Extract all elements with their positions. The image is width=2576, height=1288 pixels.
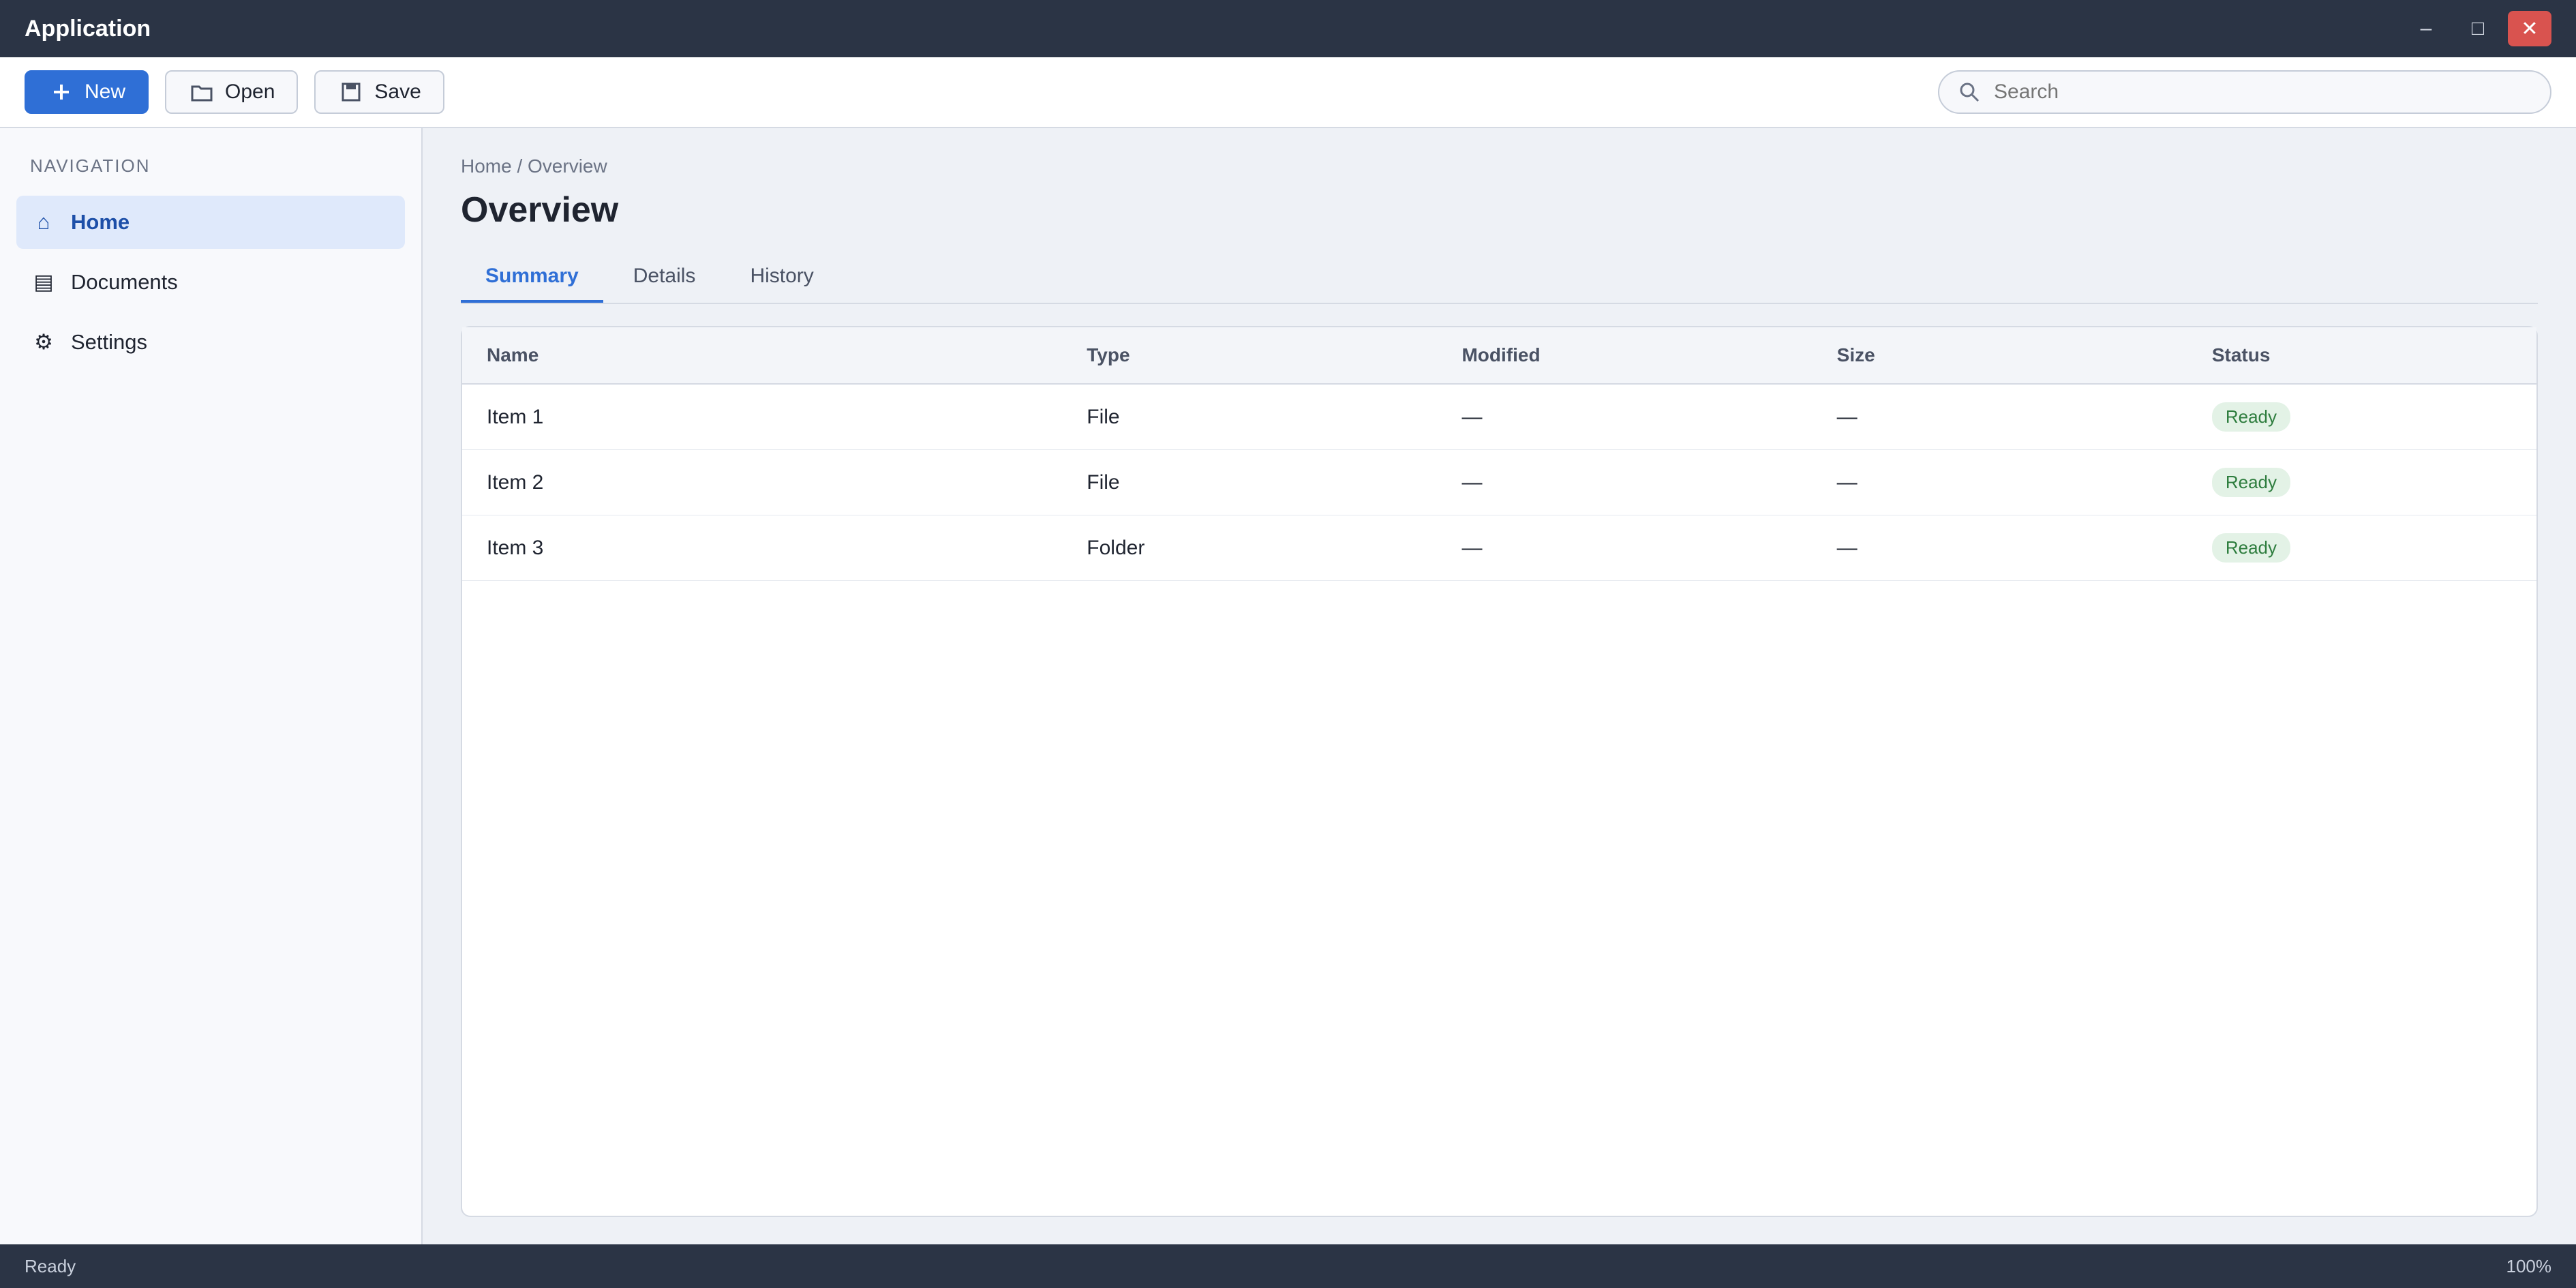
status-badge: Ready bbox=[2211, 533, 2290, 563]
close-button[interactable]: ✕ bbox=[2508, 11, 2551, 46]
breadcrumb[interactable]: Home / Overview bbox=[461, 155, 607, 177]
cell-modified: — bbox=[1461, 536, 1483, 559]
page-title: Overview bbox=[461, 190, 619, 230]
table-header: Name Type Modified Size Status bbox=[462, 327, 2536, 385]
save-icon bbox=[337, 78, 365, 106]
gear-icon: ⚙ bbox=[34, 330, 53, 354]
sidebar-item-documents[interactable]: ▤ Documents bbox=[16, 256, 405, 309]
status-badge: Ready bbox=[2211, 402, 2290, 432]
cell-size: — bbox=[1836, 405, 1858, 428]
tab-bar: Summary Details History bbox=[461, 252, 2538, 304]
minimize-button[interactable]: – bbox=[2420, 17, 2432, 40]
column-header-name[interactable]: Name bbox=[487, 344, 539, 365]
status-bar: Ready 100% bbox=[0, 1244, 2576, 1288]
sidebar-heading: Navigation bbox=[30, 155, 151, 176]
cell-type: Folder bbox=[1087, 536, 1145, 559]
search-box[interactable] bbox=[1938, 70, 2551, 114]
open-button[interactable]: Open bbox=[165, 70, 299, 114]
cell-type: File bbox=[1087, 470, 1120, 494]
documents-icon: ▤ bbox=[33, 270, 54, 294]
search-input[interactable] bbox=[1994, 80, 2534, 104]
table-row[interactable]: Item 1 File — — Ready bbox=[462, 385, 2536, 450]
sidebar-item-label: Home bbox=[71, 210, 130, 234]
folder-icon bbox=[188, 78, 215, 106]
plus-icon bbox=[48, 78, 75, 106]
cell-size: — bbox=[1836, 470, 1858, 494]
sidebar-item-home[interactable]: ⌂ Home bbox=[16, 196, 405, 249]
column-header-status[interactable]: Status bbox=[2211, 344, 2271, 365]
tab-history[interactable]: History bbox=[750, 265, 814, 287]
cell-size: — bbox=[1836, 536, 1858, 559]
sidebar: Navigation ⌂ Home ▤ Documents ⚙ Settings bbox=[0, 128, 423, 1244]
sidebar-item-label: Settings bbox=[71, 330, 148, 354]
title-bar: Application – □ ✕ bbox=[0, 0, 2576, 57]
tab-details[interactable]: Details bbox=[633, 265, 696, 287]
data-table: Name Type Modified Size Status Item 1 Fi… bbox=[461, 326, 2538, 1217]
column-header-type[interactable]: Type bbox=[1087, 344, 1130, 365]
cell-name: Item 1 bbox=[487, 405, 544, 428]
sidebar-item-label: Documents bbox=[71, 270, 178, 294]
main-panel: Home / Overview Overview Summary Details… bbox=[423, 128, 2576, 1244]
new-button[interactable]: New bbox=[25, 70, 149, 114]
sidebar-item-settings[interactable]: ⚙ Settings bbox=[16, 316, 405, 369]
cell-type: File bbox=[1087, 405, 1120, 428]
search-icon bbox=[1956, 78, 1983, 106]
zoom-level[interactable]: 100% bbox=[2506, 1255, 2552, 1276]
home-icon: ⌂ bbox=[37, 210, 50, 234]
new-button-label: New bbox=[85, 80, 126, 103]
status-badge: Ready bbox=[2211, 468, 2290, 497]
save-button-label: Save bbox=[374, 80, 421, 103]
tab-summary[interactable]: Summary bbox=[461, 252, 603, 303]
window-title: Application bbox=[25, 15, 151, 42]
toolbar: New Open Save bbox=[0, 57, 2576, 128]
save-button[interactable]: Save bbox=[314, 70, 444, 114]
column-header-modified[interactable]: Modified bbox=[1461, 344, 1541, 365]
cell-modified: — bbox=[1461, 470, 1483, 494]
cell-name: Item 2 bbox=[487, 470, 544, 494]
status-text: Ready bbox=[25, 1255, 76, 1276]
table-row[interactable]: Item 3 Folder — — Ready bbox=[462, 515, 2536, 581]
cell-modified: — bbox=[1461, 405, 1483, 428]
cell-name: Item 3 bbox=[487, 536, 544, 559]
content-area: Navigation ⌂ Home ▤ Documents ⚙ Settings… bbox=[0, 128, 2576, 1244]
table-row[interactable]: Item 2 File — — Ready bbox=[462, 450, 2536, 515]
column-header-size[interactable]: Size bbox=[1836, 344, 1875, 365]
open-button-label: Open bbox=[225, 80, 275, 103]
maximize-button[interactable]: □ bbox=[2471, 17, 2485, 40]
